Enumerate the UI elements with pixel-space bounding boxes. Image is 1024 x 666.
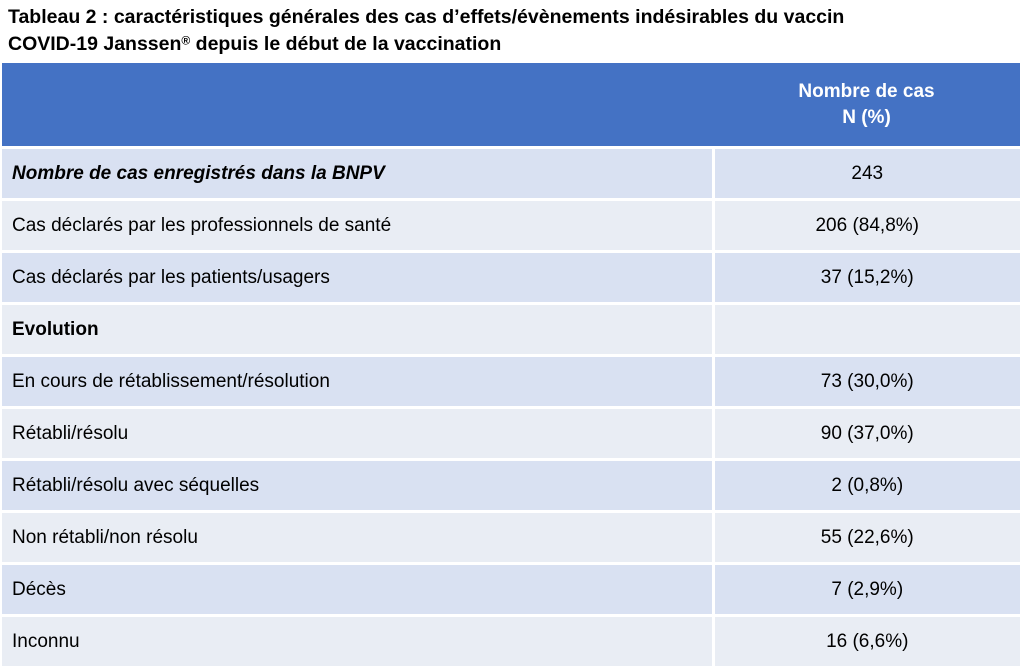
table-header-row: Nombre de cas N (%) — [2, 63, 1020, 148]
row-label: En cours de rétablissement/résolution — [2, 356, 713, 408]
table-row: En cours de rétablissement/résolution 73… — [2, 356, 1020, 408]
table-row: Non rétabli/non résolu 55 (22,6%) — [2, 512, 1020, 564]
cases-table: Nombre de cas N (%) Nombre de cas enregi… — [2, 63, 1020, 666]
table-row: Cas déclarés par les patients/usagers 37… — [2, 252, 1020, 304]
table-row: Rétabli/résolu avec séquelles 2 (0,8%) — [2, 460, 1020, 512]
row-label: Non rétabli/non résolu — [2, 512, 713, 564]
table-row: Nombre de cas enregistrés dans la BNPV 2… — [2, 148, 1020, 200]
row-value: 7 (2,9%) — [713, 564, 1020, 616]
row-value: 2 (0,8%) — [713, 460, 1020, 512]
row-value: 90 (37,0%) — [713, 408, 1020, 460]
row-value: 16 (6,6%) — [713, 616, 1020, 666]
row-value — [713, 304, 1020, 356]
row-value: 243 — [713, 148, 1020, 200]
row-label: Rétabli/résolu — [2, 408, 713, 460]
header-count-line-1: Nombre de cas — [713, 79, 1020, 105]
row-label: Rétabli/résolu avec séquelles — [2, 460, 713, 512]
table-row: Rétabli/résolu 90 (37,0%) — [2, 408, 1020, 460]
row-label: Cas déclarés par les patients/usagers — [2, 252, 713, 304]
registered-mark: ® — [181, 34, 190, 48]
section-label: Evolution — [2, 304, 713, 356]
table-title: Tableau 2 : caractéristiques générales d… — [8, 4, 1018, 58]
table-row: Décès 7 (2,9%) — [2, 564, 1020, 616]
row-value: 37 (15,2%) — [713, 252, 1020, 304]
title-line-2-start: COVID-19 Janssen — [8, 33, 181, 55]
table-row: Evolution — [2, 304, 1020, 356]
header-count-line-2: N (%) — [713, 105, 1020, 131]
row-value: 206 (84,8%) — [713, 200, 1020, 252]
row-label: Inconnu — [2, 616, 713, 666]
row-value: 55 (22,6%) — [713, 512, 1020, 564]
table-row: Cas déclarés par les professionnels de s… — [2, 200, 1020, 252]
title-line-1: Tableau 2 : caractéristiques générales d… — [8, 6, 844, 28]
table-row: Inconnu 16 (6,6%) — [2, 616, 1020, 666]
header-empty-cell — [2, 63, 713, 148]
row-label: Décès — [2, 564, 713, 616]
title-line-2-end: depuis le début de la vaccination — [190, 33, 501, 55]
header-count-cell: Nombre de cas N (%) — [713, 63, 1020, 148]
row-label: Cas déclarés par les professionnels de s… — [2, 200, 713, 252]
row-label: Nombre de cas enregistrés dans la BNPV — [2, 148, 713, 200]
row-value: 73 (30,0%) — [713, 356, 1020, 408]
